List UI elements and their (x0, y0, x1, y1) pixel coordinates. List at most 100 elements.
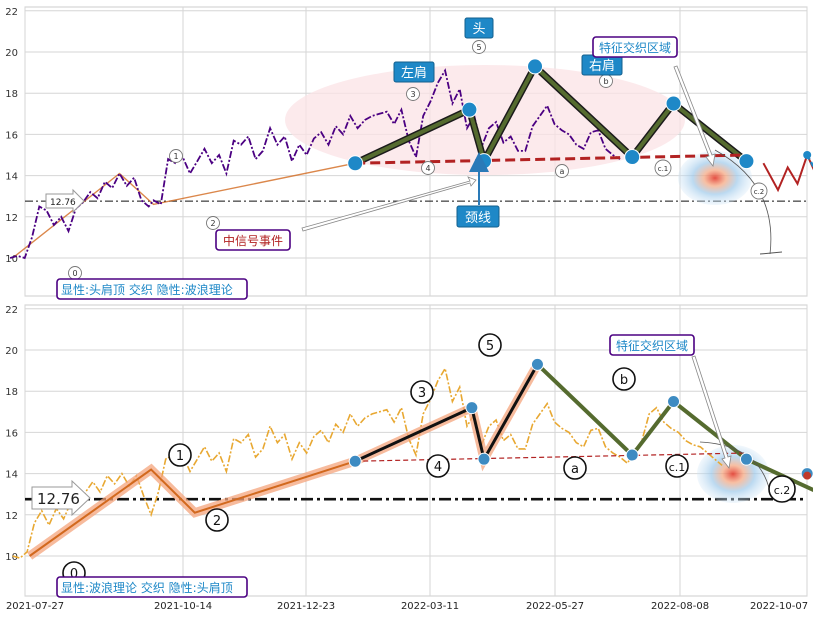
bottom-y-tick-label: 22 (5, 305, 18, 316)
top-pivot-dot (347, 155, 364, 172)
top-pivot-dot (738, 153, 755, 170)
top-wave-label-circle (406, 87, 420, 101)
head-label: 头 (472, 22, 485, 37)
x-tick-label: 2022-03-11 (401, 601, 459, 612)
neckline-box: 颈线 (456, 152, 500, 228)
top-y-tick-label: 16 (5, 130, 18, 141)
top-pivot-dot (527, 58, 544, 75)
top-pivot-dot (461, 101, 478, 118)
bottom-wave-label-circle (478, 333, 502, 357)
bottom-pivot-dot (348, 454, 362, 468)
top-projection-blue (806, 154, 813, 169)
top-projection-base (759, 251, 783, 255)
mid-signal-annotation: 中信号事件 (215, 176, 477, 251)
top-wave-label: 5 (476, 43, 481, 52)
x-tick-label: 2022-08-08 (651, 601, 709, 612)
bottom-wave-label: 3 (418, 386, 426, 401)
top-wave-label-circle (654, 159, 672, 177)
top-neckline (355, 153, 747, 165)
bottom-pivot-dot (530, 357, 544, 371)
bottom-wave-label: 2 (213, 514, 221, 529)
top-wave-label: 2 (210, 219, 215, 228)
bottom-pivot-dot (667, 395, 681, 408)
top-y-tick-label: 18 (5, 89, 18, 100)
bottom-pivot-dot (739, 452, 753, 466)
top-wave-label-circle (750, 182, 768, 200)
bottom-pivot-dot (477, 452, 491, 466)
top-wave-label: 0 (72, 269, 77, 278)
feature-zone-label-bottom: 特征交织区域 (616, 338, 688, 353)
top-wave-label: c.2 (754, 188, 765, 196)
bottom-wave-label-circle (205, 508, 229, 532)
bottom-wave-label: 1 (176, 449, 184, 464)
top-y-tick-label: 14 (5, 172, 18, 183)
top-wave-label-circle (169, 149, 183, 163)
top-price-line (9, 68, 621, 260)
right-shoulder-label: 右肩 (589, 58, 615, 74)
top-wave-label-circle (206, 216, 220, 230)
top-early-trend (12, 162, 356, 259)
top-wave-label: 4 (425, 164, 430, 173)
top-wave-label: a (560, 167, 565, 176)
bottom-y-tick-label: 14 (5, 470, 18, 481)
bottom-hline-label: 12.76 (37, 490, 80, 508)
bottom-wave-early (29, 460, 356, 557)
top-wave-label: 1 (173, 152, 178, 161)
bottom-y-tick-label: 18 (5, 387, 18, 398)
top-caption: 显性:头肩顶 交织 隐性:波浪理论 (61, 282, 233, 297)
left-shoulder-box: 左肩 (393, 61, 435, 83)
bottom-wave-label-circle (426, 454, 450, 478)
feature-zone-label-top: 特征交织区域 (599, 40, 671, 55)
bottom-projection-dot (803, 471, 812, 480)
mid-signal-label: 中信号事件 (223, 233, 283, 248)
x-tick-label: 2021-12-23 (277, 601, 335, 612)
bottom-wave-label-circle (665, 454, 689, 478)
top-wave-label: c.1 (658, 165, 669, 173)
top-series: 0 1 2 3 4 5 a b c.1 c.2 (9, 40, 813, 280)
bottom-wave-label: 5 (486, 339, 494, 354)
bottom-wave-label-circle (168, 443, 192, 467)
bottom-caption-box: 显性:波浪理论 交织 隐性:头肩顶 (56, 576, 248, 598)
bottom-series: 0 1 2 3 4 5 a b c.1 c.2 (12, 333, 813, 585)
bottom-wave-label: 4 (434, 460, 442, 475)
top-pivot-dot (803, 151, 812, 159)
top-wave-label: 3 (410, 90, 415, 99)
top-pivot-dot (665, 95, 682, 112)
x-tick-label: 2022-05-27 (526, 601, 584, 612)
neckline-label: 颈线 (465, 211, 491, 226)
top-wave-label: b (603, 77, 608, 86)
bottom-wave-label: 0 (70, 567, 78, 582)
right-shoulder-box: 右肩 (581, 54, 623, 76)
left-shoulder-label: 左肩 (401, 65, 427, 81)
bottom-neckline (355, 452, 747, 462)
bottom-y-tick-label: 20 (5, 346, 18, 357)
feature-zone-annotation-top: 特征交织区域 (592, 36, 716, 167)
bottom-wave-label: b (620, 373, 628, 388)
top-y-tick-label: 10 (5, 254, 18, 265)
top-hline-tag: 12.76 (45, 188, 85, 214)
top-wave-label-circle (555, 164, 569, 178)
x-tick-label: 2022-10-07 (750, 601, 808, 612)
top-y-tick-label: 12 (5, 213, 18, 224)
bottom-wave-label-circle (410, 380, 434, 404)
bottom-wave-core (354, 363, 539, 464)
top-caption-box: 显性:头肩顶 交织 隐性:波浪理论 (56, 278, 248, 300)
bottom-y-tick-label: 12 (5, 511, 18, 522)
top-hline-label: 12.76 (50, 198, 76, 208)
top-y-tick-label: 20 (5, 48, 18, 59)
x-tick-label: 2021-10-14 (154, 601, 212, 612)
bottom-wave-label-circle (768, 475, 796, 503)
bottom-hline-tag: 12.76 (31, 479, 91, 517)
top-wave-label-circle (421, 161, 435, 175)
feature-zone-top (678, 151, 752, 205)
bottom-wave-label: c.1 (669, 461, 686, 474)
top-y-tick-label: 22 (5, 7, 18, 18)
bottom-wave-label-circle (612, 367, 636, 391)
bottom-wave-label: c.2 (774, 484, 791, 497)
x-tick-label: 2021-07-27 (6, 601, 64, 612)
bottom-wave-label: a (571, 462, 579, 477)
top-pivot-dot (624, 149, 641, 166)
feature-zone-annotation-bottom: 特征交织区域 (609, 334, 732, 469)
top-wave-label-circle (472, 40, 486, 54)
